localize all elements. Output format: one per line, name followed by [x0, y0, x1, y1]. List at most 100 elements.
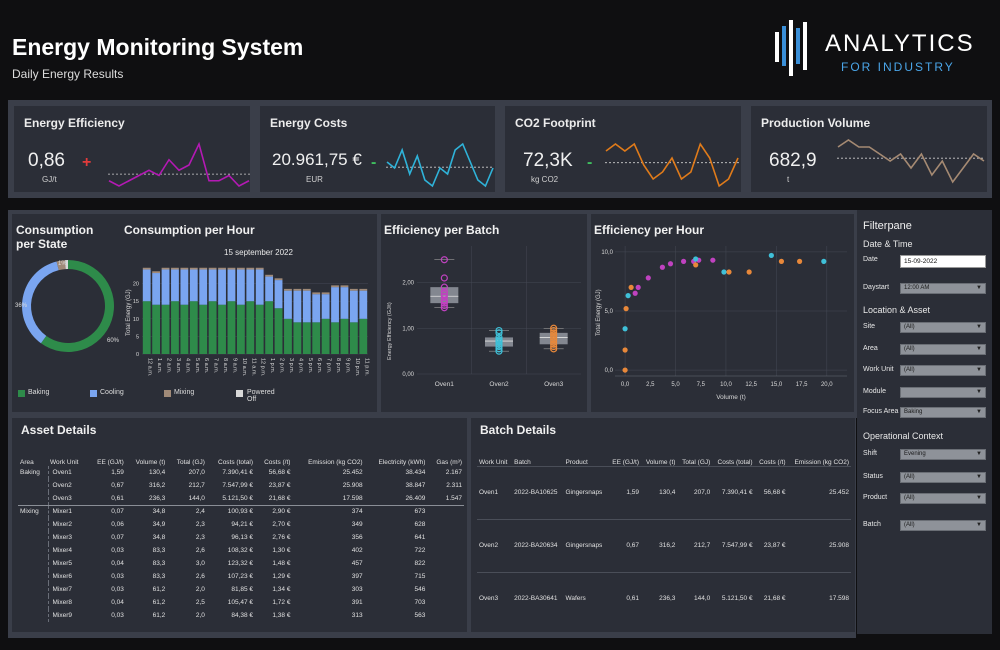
daystart-select[interactable]: 12:00 AM ▼ — [900, 283, 986, 294]
data-point — [680, 258, 687, 264]
table-header-cell[interactable]: Total (GJ) — [176, 459, 205, 466]
table-header-cell[interactable]: Volume (t) — [135, 459, 166, 466]
table-header-cell[interactable]: Costs (/t) — [759, 458, 786, 466]
table-cell: 1,30 € — [272, 547, 291, 554]
table-header-cell[interactable]: Volume (t) — [645, 458, 676, 466]
work-unit-select[interactable]: (All) ▼ — [900, 365, 986, 376]
data-point — [693, 262, 699, 268]
date-input[interactable]: 15-09-2022 — [900, 255, 986, 268]
bar-segment-baking — [152, 304, 161, 354]
table-header-cell[interactable]: Work Unit — [479, 458, 508, 466]
data-point — [550, 333, 558, 342]
logo-text-analytics: ANALYTICS — [825, 30, 975, 57]
table-row[interactable]: Mixer4 0,03 83,3 2,6 108,32 € 1,30 € 402 722 — [18, 544, 464, 557]
bar-segment-mixing — [340, 285, 349, 288]
table-header-cell[interactable]: Costs (total) — [717, 458, 753, 466]
table-header-cell[interactable]: Product — [565, 458, 588, 466]
table-cell: 0,67 — [111, 482, 124, 489]
table-cell: 23,87 € — [268, 482, 291, 489]
bar-segment-baking — [265, 301, 274, 354]
data-point — [440, 304, 448, 312]
table-row[interactable]: Oven3 2022-BA30641 Wafers 0,61 236,3 144,0 5.1… — [477, 572, 851, 625]
table-header-cell[interactable]: EE (GJ/t) — [97, 459, 124, 466]
bar-segment-cooling — [142, 269, 151, 302]
bar-segment-mixing — [227, 267, 236, 270]
legend-swatch-baking — [18, 390, 25, 397]
bar-segment-mixing — [171, 267, 179, 270]
table-header-cell[interactable]: Area — [20, 459, 34, 466]
table-cell: 17.598 — [342, 494, 363, 502]
kpi-unit: kg CO2 — [531, 175, 559, 184]
table-row[interactable]: Mixing Mixer1 0,07 34,8 2,4 100,93 € 2,90 € 374… — [18, 505, 464, 518]
table-header-cell[interactable]: Emission (kg CO2) — [794, 458, 849, 466]
kpi-trend-sign: - — [587, 154, 593, 171]
table-cell: 7.390,41 € — [721, 489, 753, 496]
x-tick-label: 9 a.m. — [231, 358, 237, 374]
table-cell: 457 — [351, 560, 363, 567]
bar-segment-cooling — [321, 294, 330, 319]
table-row[interactable]: Mixer9 0,03 61,2 2,0 84,38 € 1,38 € 313 563 — [18, 609, 464, 622]
focus-area-select[interactable]: Baking ▼ — [900, 407, 986, 418]
table-cell: 1,48 € — [272, 560, 291, 567]
table-header-cell[interactable]: Batch — [514, 458, 531, 466]
module-select[interactable]: ▼ — [900, 387, 986, 398]
bar-segment-mixing — [246, 267, 255, 270]
asset-details-table: Area Work Unit EE (GJ/t) Volume (t) Total (G… — [18, 442, 464, 622]
product-select[interactable]: (All) ▼ — [900, 493, 986, 504]
table-row[interactable]: Oven1 2022-BA10625 Gingersnaps 1,59 130,4 207… — [477, 466, 851, 519]
table-header-cell[interactable]: Total (GJ) — [682, 458, 711, 466]
table-row[interactable]: Mixer2 0,06 34,9 2,3 94,21 € 2,70 € 349 628 — [18, 518, 464, 531]
table-header-cell[interactable]: Work Unit — [50, 459, 79, 466]
bar-segment-baking — [340, 318, 349, 354]
table-cell: 0,04 — [111, 560, 124, 567]
table-header-cell[interactable]: Costs (/t) — [264, 459, 291, 466]
kpi-sparkline — [837, 139, 985, 184]
area-select[interactable]: (All) ▼ — [900, 344, 986, 355]
bar-segment-baking — [246, 301, 255, 354]
table-header-cell[interactable]: Electricity (kWh) — [378, 459, 426, 466]
table-cell: 61,2 — [152, 599, 166, 606]
table-row[interactable]: Oven3 0,61 236,3 144,0 5.121,50 € 21,68 € 17.5… — [18, 492, 464, 505]
filter-label-daystart: Daystart — [863, 284, 890, 291]
table-cell: 673 — [414, 508, 426, 516]
x-tick-label: 7 p.m. — [326, 358, 332, 374]
shift-select[interactable]: Evening ▼ — [900, 449, 986, 460]
table-header-cell[interactable]: Emission (kg CO2) — [308, 459, 363, 466]
table-cell — [427, 531, 464, 544]
consumption-hour-title: Consumption per Hour — [124, 223, 255, 237]
status-select[interactable]: (All) ▼ — [900, 472, 986, 483]
table-row[interactable]: Mixer5 0,04 83,3 3,0 123,32 € 1,48 € 457 822 — [18, 557, 464, 570]
table-row[interactable]: Oven2 0,67 316,2 212,7 7.547,99 € 23,87 € 25.9… — [18, 479, 464, 492]
data-point — [628, 284, 634, 290]
chevron-down-icon: ▼ — [976, 346, 982, 352]
data-point — [550, 324, 558, 332]
table-row[interactable]: Oven2 2022-BA20634 Gingersnaps 0,67 316,2 212… — [477, 519, 851, 572]
table-row[interactable]: Baking Oven1 1,59 130,4 207,0 7.390,41 € 56,68… — [18, 466, 464, 479]
data-point — [495, 333, 503, 342]
table-cell: 0,03 — [111, 612, 124, 619]
site-select[interactable]: (All) ▼ — [900, 322, 986, 333]
axis-tick-label: 10 — [133, 317, 139, 323]
batch-details-title: Batch Details — [480, 423, 557, 437]
x-tick-label: Oven2 — [489, 381, 509, 388]
table-header-cell[interactable]: Gas (m³) — [436, 459, 462, 466]
bar-segment-mixing — [274, 278, 283, 281]
axis-title: Energy Efficiency (GJ/t) — [387, 302, 393, 360]
x-tick-label: 11 p.m. — [363, 358, 369, 376]
kpi-value: 0,86 — [28, 150, 65, 171]
batch-select[interactable]: (All) ▼ — [900, 520, 986, 531]
table-row[interactable]: Mixer7 0,03 61,2 2,0 81,85 € 1,34 € 303 546 — [18, 583, 464, 596]
table-row[interactable]: Mixer3 0,07 34,8 2,3 96,13 € 2,76 € 356 641 — [18, 531, 464, 544]
table-row[interactable]: Mixer6 0,03 83,3 2,6 107,23 € 1,29 € 397 715 — [18, 570, 464, 583]
table-row[interactable]: Mixer8 0,04 61,2 2,5 105,47 € 1,72 € 391 703 — [18, 596, 464, 609]
x-tick-label: 10 a.m. — [241, 358, 247, 377]
table-header-cell[interactable]: Costs (total) — [218, 459, 254, 466]
table-cell: 397 — [351, 573, 363, 580]
data-point — [622, 326, 628, 332]
bar-segment-baking — [312, 322, 321, 354]
data-point — [550, 336, 558, 344]
data-point — [495, 329, 503, 337]
table-cell: 715 — [414, 573, 426, 580]
table-header-cell[interactable]: EE (GJ/t) — [612, 458, 640, 466]
data-point — [667, 261, 674, 267]
